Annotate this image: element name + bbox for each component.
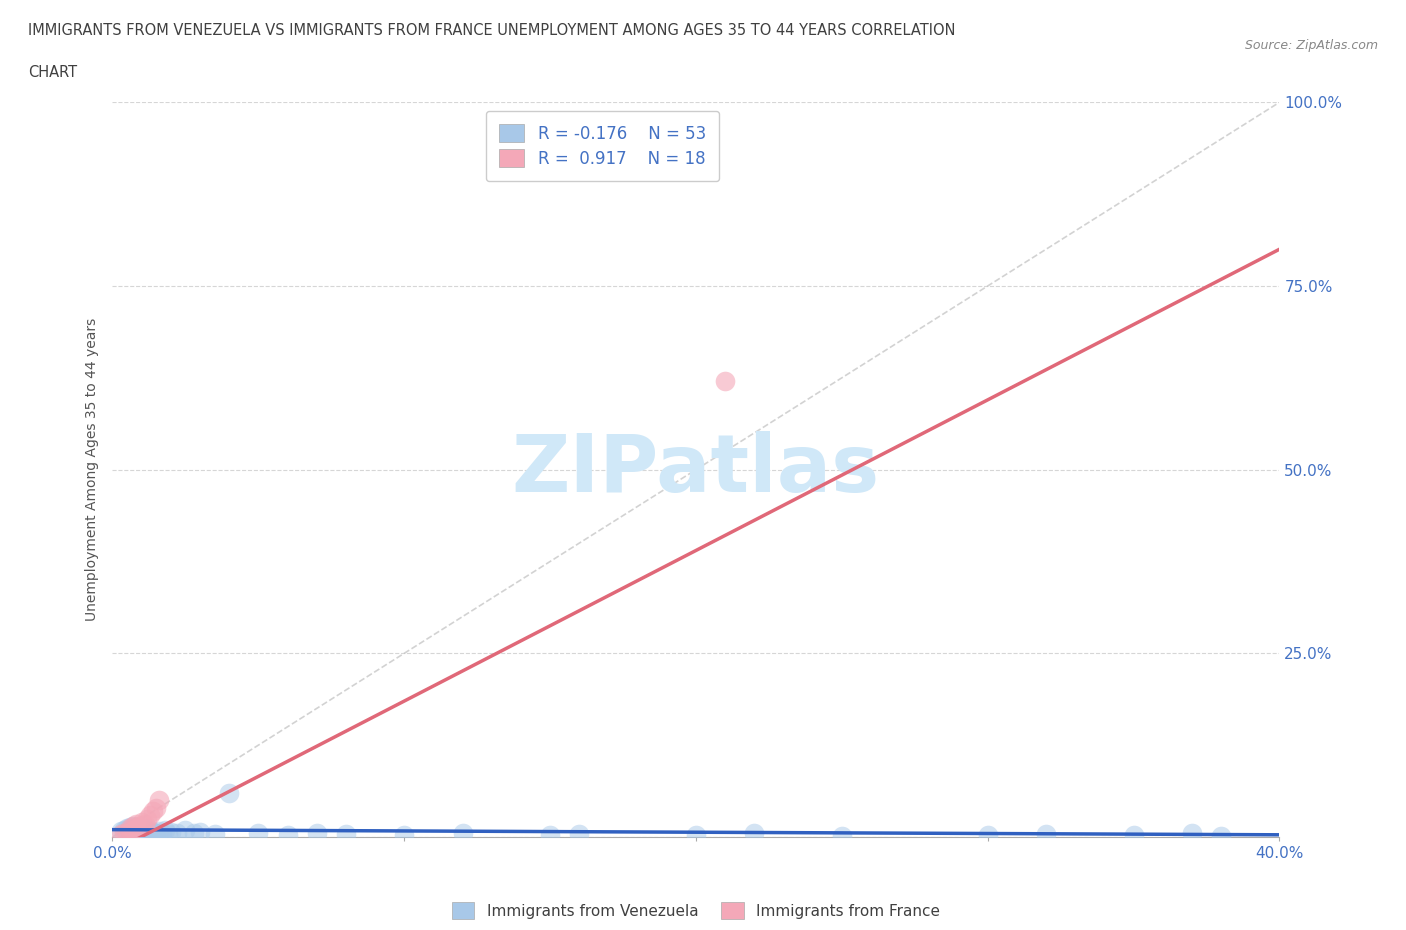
Point: [305, 825, 328, 840]
Point: [136, 822, 159, 837]
Point: [110, 824, 132, 839]
Point: [142, 824, 165, 839]
Point: [714, 374, 737, 389]
Point: [136, 811, 159, 826]
Point: [112, 822, 135, 837]
Point: [122, 822, 145, 837]
Point: [685, 828, 707, 843]
Point: [742, 826, 765, 841]
Point: [122, 824, 145, 839]
Point: [204, 827, 226, 842]
Point: [128, 818, 150, 833]
Point: [115, 825, 138, 840]
Point: [1122, 828, 1144, 843]
Text: Source: ZipAtlas.com: Source: ZipAtlas.com: [1244, 39, 1378, 52]
Point: [166, 826, 188, 841]
Point: [118, 826, 141, 841]
Point: [392, 828, 416, 843]
Point: [134, 821, 156, 836]
Point: [145, 826, 167, 841]
Point: [122, 818, 145, 833]
Point: [976, 828, 998, 843]
Text: ZIPatlas: ZIPatlas: [512, 431, 880, 509]
Point: [125, 825, 148, 840]
Point: [118, 823, 141, 838]
Point: [183, 826, 205, 841]
Y-axis label: Unemployment Among Ages 35 to 44 years: Unemployment Among Ages 35 to 44 years: [86, 318, 100, 621]
Point: [122, 821, 145, 836]
Point: [115, 821, 138, 836]
Point: [134, 824, 156, 839]
Point: [139, 823, 162, 838]
Point: [153, 822, 176, 837]
Point: [568, 827, 591, 842]
Point: [136, 825, 159, 840]
Point: [134, 817, 156, 831]
Point: [451, 826, 474, 841]
Point: [131, 824, 153, 839]
Text: CHART: CHART: [28, 65, 77, 80]
Point: [128, 823, 150, 838]
Text: IMMIGRANTS FROM VENEZUELA VS IMMIGRANTS FROM FRANCE UNEMPLOYMENT AMONG AGES 35 T: IMMIGRANTS FROM VENEZUELA VS IMMIGRANTS …: [28, 23, 956, 38]
Point: [218, 786, 240, 801]
Point: [125, 822, 148, 837]
Point: [145, 800, 167, 815]
Point: [112, 826, 135, 841]
Point: [1035, 827, 1057, 842]
Point: [142, 804, 165, 818]
Point: [538, 828, 561, 843]
Point: [125, 821, 148, 836]
Point: [139, 826, 162, 841]
Point: [148, 824, 170, 839]
Point: [131, 827, 153, 842]
Point: [247, 826, 270, 841]
Point: [122, 818, 145, 833]
Point: [188, 824, 211, 839]
Point: [128, 826, 150, 841]
Point: [156, 827, 179, 842]
Point: [148, 792, 170, 807]
Point: [174, 823, 197, 838]
Point: [335, 827, 357, 842]
Point: [139, 807, 162, 822]
Point: [276, 828, 298, 843]
Point: [1181, 826, 1204, 841]
Legend: Immigrants from Venezuela, Immigrants from France: Immigrants from Venezuela, Immigrants fr…: [446, 897, 946, 925]
Point: [125, 820, 148, 835]
Point: [150, 825, 173, 840]
Point: [131, 815, 153, 830]
Point: [118, 821, 141, 836]
Point: [160, 824, 183, 839]
Point: [115, 825, 138, 840]
Point: [118, 819, 141, 834]
Point: [1209, 828, 1232, 843]
Point: [831, 828, 853, 843]
Point: [110, 827, 132, 842]
Point: [131, 821, 153, 836]
Point: [118, 824, 141, 839]
Point: [125, 817, 148, 831]
